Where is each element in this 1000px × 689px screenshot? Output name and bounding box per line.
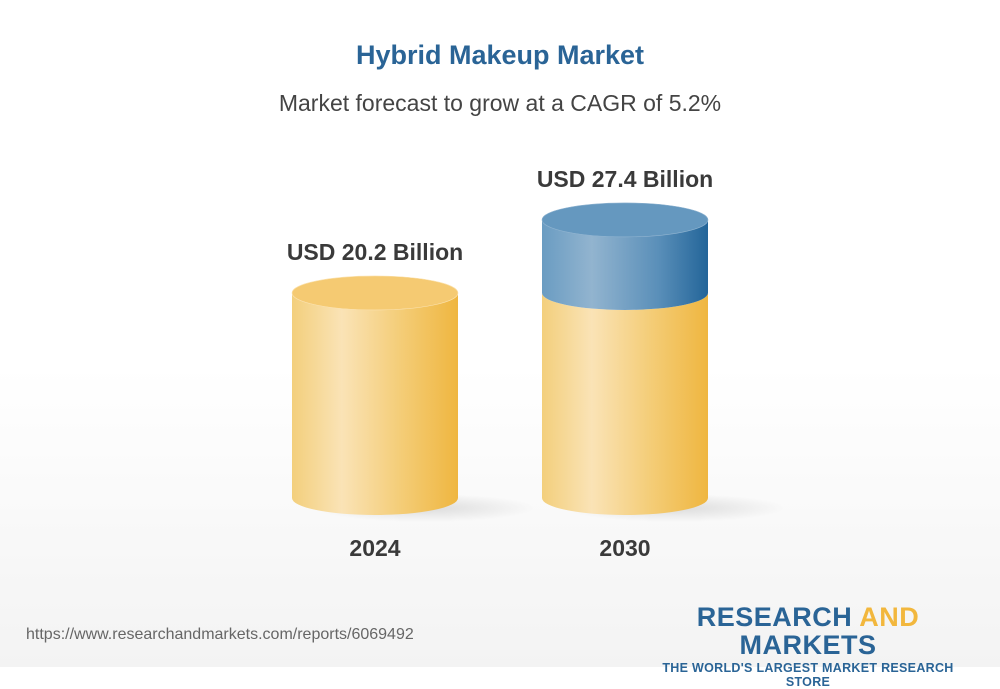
logo-tagline: THE WORLD'S LARGEST MARKET RESEARCH STOR…: [662, 661, 954, 689]
data-label: USD 20.2 Billion: [287, 239, 463, 265]
category-label: 2024: [349, 535, 400, 561]
research-and-markets-logo: RESEARCH AND MARKETS THE WORLD'S LARGEST…: [640, 603, 976, 689]
cylinder-top: [541, 202, 709, 238]
logo-text: RESEARCH: [696, 602, 860, 632]
cylinder-growth-segment: [542, 219, 708, 310]
cylinder-base-segment: [542, 292, 708, 515]
cylinder-chart: USD 20.2 Billion USD 27.4 Billion 2024 2…: [287, 166, 785, 561]
cylinder-top: [291, 275, 459, 311]
chart-title: Hybrid Makeup Market: [355, 40, 645, 70]
logo-text-and: AND: [859, 602, 920, 632]
category-label: 2030: [599, 535, 650, 561]
cylinder-base-segment: [292, 292, 458, 515]
logo-text: MARKETS: [739, 630, 877, 660]
data-label: USD 27.4 Billion: [537, 166, 713, 192]
chart-subtitle: Market forecast to grow at a CAGR of 5.2…: [278, 90, 722, 116]
source-url[interactable]: https://www.researchandmarkets.com/repor…: [26, 626, 414, 643]
